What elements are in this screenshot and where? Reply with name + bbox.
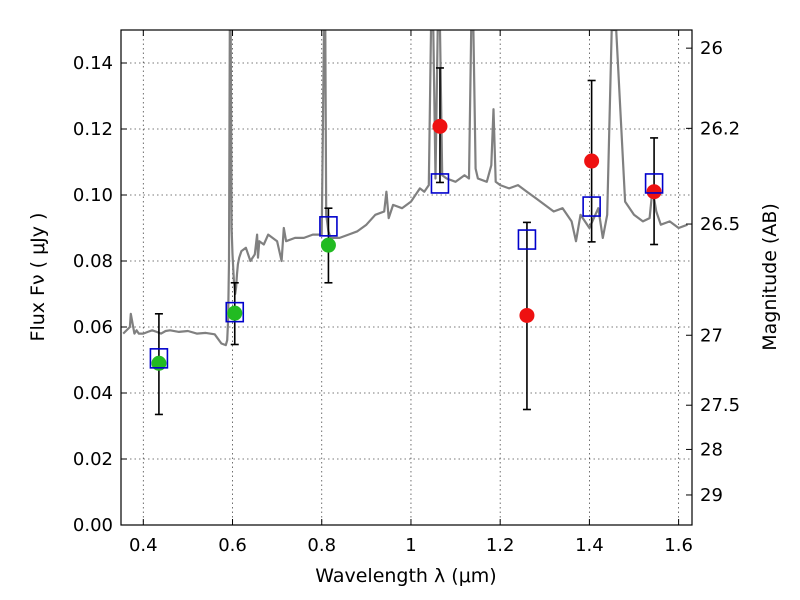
y-tick-label: 0.14 xyxy=(73,53,113,74)
model-band-square xyxy=(319,216,338,237)
y-tick-label: 0.06 xyxy=(73,317,113,338)
photometry-point xyxy=(432,118,448,134)
x-tick-label: 0.6 xyxy=(218,535,247,556)
x-axis-title: Wavelength λ (μm) xyxy=(315,565,496,587)
plot-frame xyxy=(120,29,693,526)
spectrum-line xyxy=(122,30,688,347)
photometry-point xyxy=(151,355,167,371)
y-tick-label: 0.02 xyxy=(73,449,113,470)
model-spectrum-series xyxy=(122,30,688,347)
axis-ticks: 0.4 0.6 0.8 1 1.2 1.4 1.6 0.00 0.02 0.04 0.06 0.08 0… xyxy=(73,30,740,556)
y2-tick-label: 27 xyxy=(700,325,723,346)
x-tick-label: 1.4 xyxy=(575,535,604,556)
y2-tick-label: 28 xyxy=(700,439,723,460)
y-tick-label: 0.12 xyxy=(73,119,113,140)
y-tick-label: 0.04 xyxy=(73,383,113,404)
model-band-square xyxy=(430,173,450,194)
model-band-square xyxy=(149,348,169,369)
model-band-square xyxy=(517,229,537,250)
y2-tick-label: 26.5 xyxy=(700,214,740,235)
photometry-point xyxy=(646,184,662,200)
y2-tick-label: 26 xyxy=(700,38,723,59)
model-band-square xyxy=(225,301,245,323)
y2-tick-label: 27.5 xyxy=(700,395,740,416)
y-axis-title: Flux Fν ( μJy ) xyxy=(27,213,49,342)
x-tick-label: 1.2 xyxy=(486,535,515,556)
model-band-square xyxy=(644,173,664,194)
model-band-squares xyxy=(149,173,664,369)
y2-tick-label: 26.2 xyxy=(700,118,740,139)
x-tick-label: 1 xyxy=(405,535,416,556)
model-band-square xyxy=(582,196,601,217)
y-tick-label: 0.00 xyxy=(73,515,113,536)
photometry-point xyxy=(320,237,336,253)
photometry-point xyxy=(584,153,600,169)
y-tick-label: 0.10 xyxy=(73,185,113,206)
y2-tick-label: 29 xyxy=(700,485,723,506)
photometry-point xyxy=(227,305,243,321)
photometry-point xyxy=(519,307,535,323)
x-tick-label: 0.4 xyxy=(129,535,158,556)
x-tick-label: 0.8 xyxy=(307,535,336,556)
y-tick-label: 0.08 xyxy=(73,251,113,272)
y2-axis-title: Magnitude (AB) xyxy=(759,203,781,351)
x-tick-label: 1.6 xyxy=(664,535,693,556)
grid-lines xyxy=(121,30,692,526)
photometry-points xyxy=(151,118,662,371)
